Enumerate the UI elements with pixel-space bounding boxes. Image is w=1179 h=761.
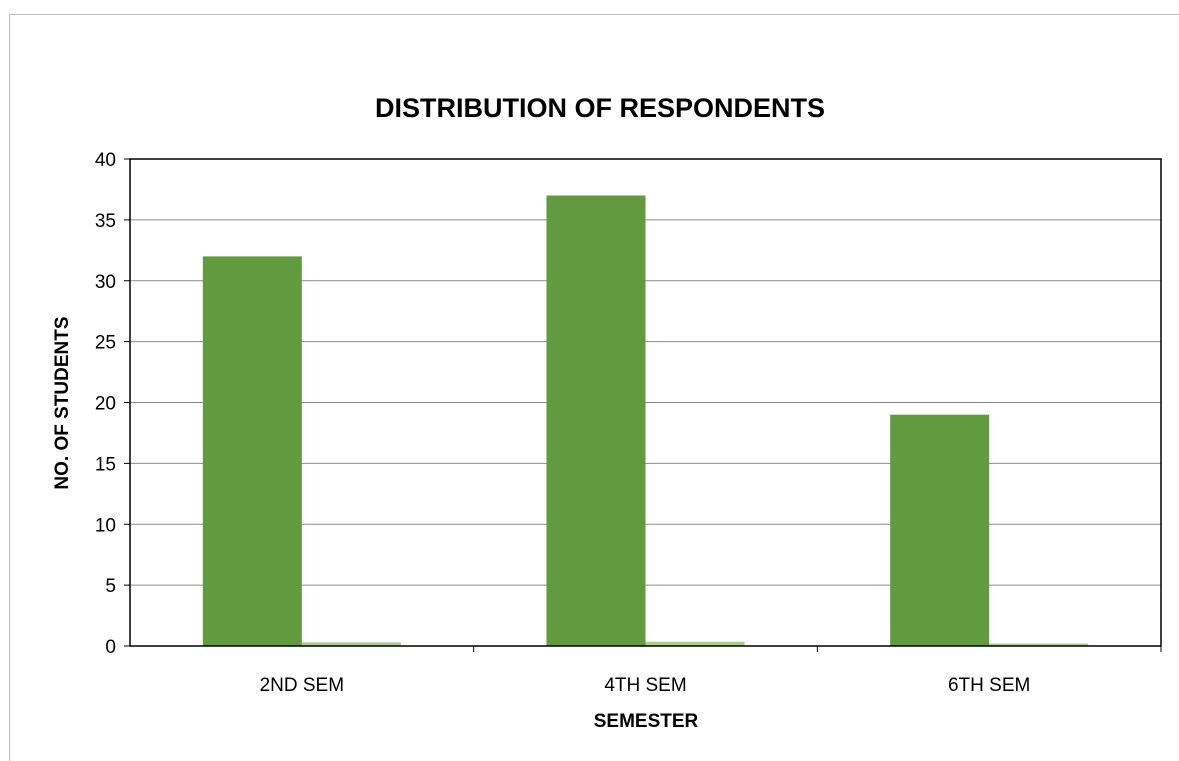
bar-6th-sem-series-1	[890, 414, 990, 646]
x-category-label: 4TH SEM	[604, 675, 686, 696]
x-axis: 2ND SEM 4TH SEM 6TH SEM	[260, 646, 1162, 696]
y-tick-label: 10	[95, 515, 116, 536]
y-tick-label: 20	[95, 394, 116, 415]
y-tick-label: 25	[95, 333, 116, 354]
bar-2nd-sem-series-1	[202, 256, 302, 646]
chart-title: DISTRIBUTION OF RESPONDENTS	[375, 93, 825, 123]
bar-6th-sem-series-2	[989, 643, 1089, 646]
x-category-label: 6TH SEM	[948, 675, 1030, 696]
x-axis-title: SEMESTER	[594, 711, 699, 732]
bar-2nd-sem-series-2	[301, 642, 401, 646]
y-axis-title: NO. OF STUDENTS	[52, 316, 73, 489]
y-tick-label: 0	[105, 637, 116, 658]
y-tick-label: 15	[95, 454, 116, 475]
bar-4th-sem-series-1	[546, 195, 646, 646]
y-tick-label: 35	[95, 211, 116, 232]
y-tick-label: 30	[95, 272, 116, 293]
y-axis: 0 5 10 15 20 25 30 35 40	[95, 150, 130, 658]
y-tick-label: 5	[105, 576, 116, 597]
bars	[202, 195, 1089, 646]
y-tick-label: 40	[95, 150, 116, 171]
bar-4th-sem-series-2	[645, 641, 745, 646]
x-category-label: 2ND SEM	[260, 675, 344, 696]
